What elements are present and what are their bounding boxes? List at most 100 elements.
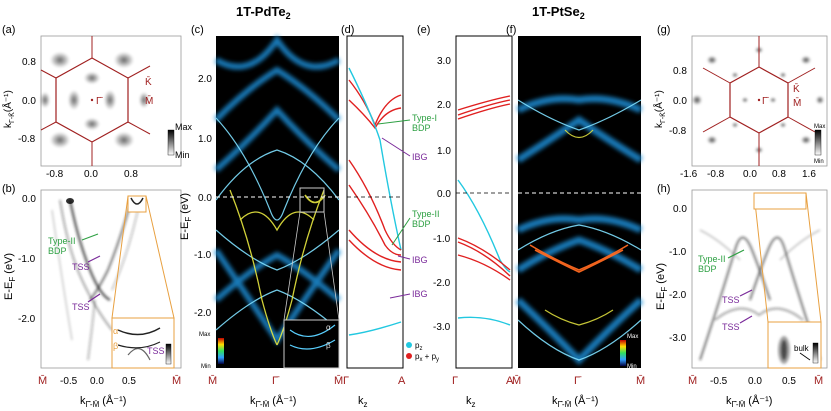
ytick-e-6: -3.0 [433,322,451,333]
xtick-d-0: Γ [343,375,349,387]
colorbar-max-a: Max [175,122,193,132]
label-a: (a) [2,24,15,36]
label-e: (e) [417,24,430,36]
ibg2-label-d: IBG [412,255,428,265]
bdp2-label-d-a: Type-II [412,209,440,219]
ytick-c-3: -1.0 [194,250,212,261]
panel-c: α β Max Min 2.0 1.0 0.0 -1.0 -2.0 E-EF (… [179,34,343,409]
ibg1-label-d: IBG [412,152,428,162]
panel-e: 3.0 2.0 1.0 0.0 -1.0 -2.0 -3.0 Γ A kz [433,35,514,409]
xend-right-h: M̄ [814,374,823,387]
xtick-d-1: A [398,375,406,387]
tss-label-b2: TSS [72,302,90,312]
bdp-label-b1: Type-II [48,236,76,246]
xtick-e-1: A [506,375,514,387]
ytick-a-0: 0.8 [22,57,36,68]
ylabel-b: E-EF (eV) [3,253,17,300]
ylabel-a: kΓ-K̄(Å⁻¹) [1,90,16,128]
ytick-e-5: -2.0 [433,278,451,289]
xtick-c-1: Γ̄ [272,375,280,387]
xtick-e-0: Γ [452,375,458,387]
xtick-g-4: 1.6 [802,169,816,180]
xtick-g-0: -1.6 [680,169,698,180]
xtick-h-2: 0.5 [782,376,796,387]
xend-left-h: M̄ [688,374,697,387]
xtick-g-1: -0.8 [707,169,725,180]
xtick-b-2: 0.5 [122,376,136,387]
ytick-b-0: 0.0 [22,194,36,205]
bdp-label-h2: BDP [698,264,717,274]
ytick-c-0: 2.0 [198,74,212,85]
colorbar-max-c: Max [199,332,210,338]
xlabel-e: kz [466,395,476,409]
xend-left-b: M̄ [38,374,47,387]
label-c: (c) [191,24,204,36]
panel-h: bulk Type-II BDP TSS TSS 0.0 -1.0 -2.0 -… [655,189,828,409]
ytick-b-2: -2.0 [18,314,36,325]
xtick-a-1: 0.0 [84,169,98,180]
xtick-b-0: -0.5 [60,376,78,387]
ytick-g-2: -0.8 [669,126,687,137]
alpha-label-b: α [113,326,118,336]
tss-label-h1: TSS [722,295,740,305]
xtick-a-0: -0.8 [46,169,64,180]
panel-g: Γ̄ K̄ M̄ Max Min 0.8 0.0 -0.8 -1.6 -0.8 … [652,35,828,180]
ylabel-c: E-EF (eV) [179,193,193,240]
label-h: (h) [657,183,670,195]
alpha-label-c: α [326,323,331,332]
k-point-a: K̄ [145,75,152,88]
xlabel-b: kΓ̄-M̄ (Å⁻¹) [80,394,126,409]
gamma-point-g: Γ̄ [762,96,770,107]
panel-d: Type-I BDP IBG Type-II BDP IBG IBG pz px… [343,35,440,409]
title-left: 1T-PdTe2 [236,4,291,21]
xtick-g-2: 0.0 [743,169,757,180]
bdp2-label-d-b: BDP [412,219,431,229]
label-g: (g) [657,24,670,36]
ytick-c-1: 1.0 [198,134,212,145]
bdp1-label-d-b: BDP [412,123,431,133]
colorbar-max-f: Max [627,334,638,340]
colorbar-min-c: Min [201,364,211,370]
xlabel-d: kz [358,395,368,409]
label-b: (b) [2,183,15,195]
ytick-h-1: -1.0 [669,247,687,258]
m-point-g: M̄ [793,96,801,109]
xtick-a-2: 0.8 [124,169,138,180]
legend-pxpy: px + py [415,352,439,363]
legend-pz: pz [415,341,422,352]
ytick-h-0: 0.0 [673,204,687,215]
xtick-f-2: M̄ [636,374,645,387]
bulk-label-h: bulk [794,344,810,353]
label-d: (d) [341,24,354,36]
xlabel-f: kΓ̄-M̄ (Å⁻¹) [552,394,598,409]
xtick-h-1: 0.0 [748,376,762,387]
beta-label-b: β [113,341,118,351]
tss-label-h2: TSS [722,322,740,332]
bdp-label-h1: Type-II [698,254,726,264]
ytick-e-4: -1.0 [433,234,451,245]
label-f: (f) [506,24,516,36]
tss-label-b3: TSS [147,346,165,356]
ytick-e-1: 2.0 [437,100,451,111]
xtick-f-1: Γ̄ [574,375,582,387]
xtick-c-2: M̄ [334,374,343,387]
xend-right-b: M̄ [172,374,181,387]
ytick-g-1: 0.0 [673,96,687,107]
colorbar-min-g: Min [814,159,824,165]
xtick-h-0: -0.5 [710,376,728,387]
ylabel-g: kΓ-K̄(Å⁻¹) [652,90,667,128]
ibg3-label-d: IBG [412,289,428,299]
colorbar-min-f: Min [627,364,637,370]
colorbar-max-g: Max [814,124,825,130]
xtick-f-0: M̄ [512,374,521,387]
k-point-g: K̄ [793,82,800,95]
ytick-h-2: -2.0 [669,290,687,301]
panel-f: Max Min M̄ Γ̄ M̄ kΓ̄-M̄ (Å⁻¹) [512,36,645,409]
ytick-e-3: 0.0 [437,189,451,200]
beta-label-c: β [326,341,331,350]
ytick-a-2: -0.8 [18,134,36,145]
ylabel-h: E-EF (eV) [655,263,669,310]
bdp1-label-d-a: Type-I [412,113,437,123]
xlabel-h: kΓ̄-M̄ (Å⁻¹) [726,394,772,409]
